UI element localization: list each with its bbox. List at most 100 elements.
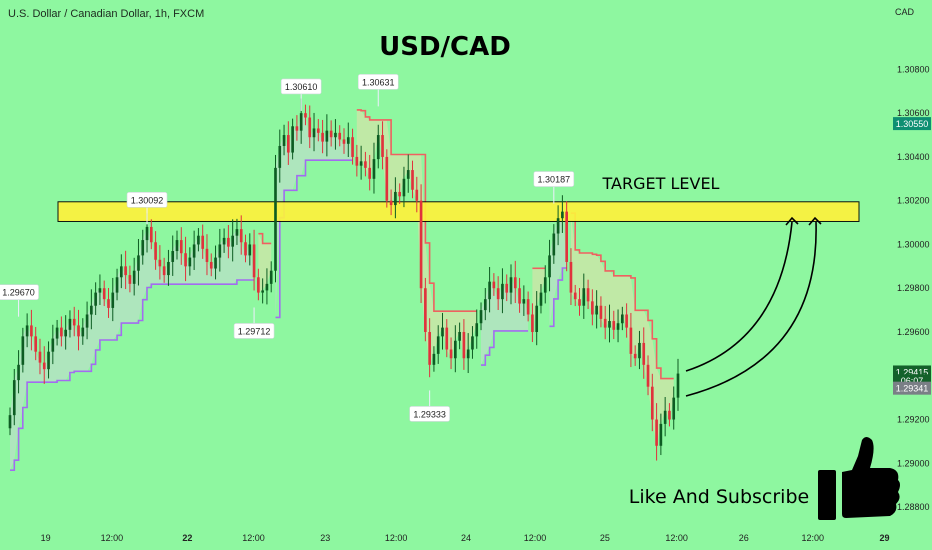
candle-body — [531, 314, 534, 332]
candle-body — [338, 132, 342, 140]
candle-body — [239, 229, 243, 243]
candle-body — [137, 255, 140, 271]
candle-body — [231, 235, 234, 247]
time-tick-label: 25 — [600, 533, 610, 543]
candle-body — [381, 135, 384, 157]
candle-body — [55, 327, 59, 339]
callout-label: 1.30610 — [285, 82, 318, 92]
time-tick-label: 24 — [461, 533, 471, 543]
support-fill — [481, 277, 529, 366]
candle-body — [209, 261, 213, 269]
candle-body — [98, 288, 102, 293]
candle-body — [252, 244, 256, 278]
candle-body — [543, 277, 547, 293]
candle-body — [167, 261, 170, 276]
callout-box — [533, 171, 575, 187]
support-line — [10, 279, 255, 471]
candle-body — [17, 364, 20, 381]
candle-body — [145, 226, 149, 241]
candle-body — [672, 397, 676, 420]
candle-body — [646, 364, 650, 387]
callout-box — [409, 406, 450, 422]
candle-body — [175, 240, 179, 252]
candle-body — [184, 253, 187, 267]
candle-body — [501, 283, 504, 300]
price-tick-label: 1.29200 — [897, 415, 930, 425]
time-tick-label: 22 — [182, 533, 192, 543]
candle-body — [132, 270, 136, 284]
candle-body — [488, 281, 491, 300]
candle-body — [12, 380, 16, 416]
callout-label: 1.29333 — [413, 409, 446, 419]
time-tick-label: 19 — [41, 533, 51, 543]
price-tick-label: 1.30400 — [897, 152, 930, 162]
candle-body — [612, 321, 616, 330]
price-tick-label: 1.30200 — [897, 196, 930, 206]
projection-arrow-upper-head — [808, 216, 822, 226]
price-tag-label: 1.30550 — [896, 119, 929, 129]
candle-body — [359, 161, 363, 166]
candle-body — [171, 251, 175, 262]
candle-body — [428, 331, 431, 365]
projection-arrow-lower-head — [785, 216, 799, 226]
resistance-line — [356, 109, 477, 312]
candle-body — [115, 277, 119, 293]
support-line — [481, 330, 529, 366]
candle-body — [316, 128, 320, 133]
projection-arrow-lower — [685, 221, 793, 372]
candle-body — [565, 211, 568, 262]
subscribe-text: Like And Subscribe — [629, 486, 809, 508]
callout-label: 1.29670 — [2, 288, 35, 298]
candle-body — [364, 161, 367, 168]
price-tag-label: 06:07 — [901, 376, 924, 386]
candle-body — [509, 277, 513, 293]
candle-body — [466, 349, 470, 359]
target-zone-band — [57, 201, 860, 222]
price-tag-label: 1.29341 — [896, 384, 929, 394]
callout-box — [357, 74, 399, 90]
candle-body — [111, 292, 115, 308]
candle-body — [154, 242, 157, 260]
symbol-label: U.S. Dollar / Canadian Dollar, 1h, FXCM — [8, 8, 204, 20]
candle-body — [342, 139, 346, 144]
time-tick-label: 12:00 — [101, 533, 124, 543]
callout-label: 1.30631 — [362, 77, 395, 87]
thumbs-up-icon[interactable] — [818, 437, 900, 520]
candle-body — [295, 126, 299, 131]
candle-body — [475, 323, 479, 337]
candle-body — [659, 423, 663, 446]
candle-body — [586, 288, 590, 302]
candle-body — [291, 126, 294, 153]
candle-body — [616, 323, 620, 330]
candle-body — [85, 314, 89, 328]
candle-body — [8, 415, 12, 429]
callout-label: 1.30092 — [131, 195, 164, 205]
time-tick-label: 12:00 — [665, 533, 688, 543]
candle-body — [526, 299, 530, 315]
candle-body — [479, 310, 483, 324]
candle-body — [90, 305, 93, 315]
candle-body — [385, 156, 389, 201]
resistance-fill — [532, 268, 546, 332]
candle-body — [513, 277, 517, 289]
candle-body — [492, 281, 496, 289]
candle-body — [30, 325, 33, 337]
candle-body — [60, 327, 63, 337]
resistance-fill — [570, 213, 674, 446]
price-tag — [893, 117, 931, 131]
candle-body — [518, 288, 521, 304]
candle-body — [591, 301, 594, 315]
candle-body — [548, 255, 551, 278]
candle-body — [415, 189, 419, 201]
candle-body — [308, 117, 312, 138]
candle-body — [462, 331, 466, 359]
projection-arrow-upper — [685, 221, 817, 397]
candle-body — [192, 244, 196, 258]
candle-body — [398, 191, 401, 197]
candle-body — [573, 292, 577, 300]
callout-box — [0, 284, 39, 300]
candle-body — [188, 257, 192, 267]
time-tick-label: 12:00 — [385, 533, 408, 543]
support-line — [549, 267, 567, 328]
